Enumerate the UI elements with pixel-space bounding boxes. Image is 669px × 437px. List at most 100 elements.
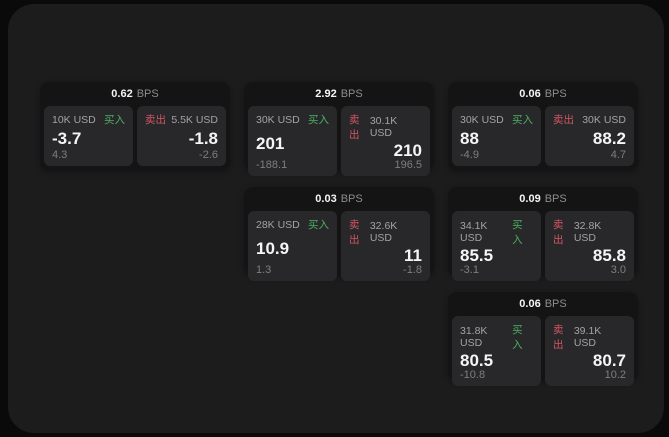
- buy-tile[interactable]: 30K USD 买入 201 -188.1: [248, 106, 337, 176]
- sell-side-label: 卖出: [145, 114, 166, 126]
- sell-side-label: 卖出: [553, 114, 574, 126]
- buy-price: 88: [460, 128, 479, 148]
- sell-notional: 32.8K USD: [573, 220, 602, 244]
- sell-price: 88.2: [592, 128, 626, 148]
- sell-notional: 30.1K USD: [369, 115, 398, 139]
- sell-price: 11: [404, 246, 422, 265]
- quote-tiles: 31.8K USD 买入 80.5 -10.8 卖出 39.1K USD 80.…: [448, 316, 638, 390]
- quote-cards-grid: 0.62 BPS 10K USD 买入 -3.7 4.3 卖出 5.5K USD: [40, 82, 638, 386]
- buy-tile-header: 34.1K USD 买入: [460, 217, 533, 247]
- buy-tile-header: 30K USD 买入: [256, 112, 329, 127]
- sell-tile-header: 卖出 32.6K USD: [349, 217, 422, 247]
- spread-header: 0.03 BPS: [244, 187, 434, 211]
- sell-tile-header: 卖出 5.5K USD: [145, 112, 218, 127]
- spread-unit: BPS: [544, 298, 567, 310]
- buy-notional: 10K USD: [52, 113, 96, 126]
- quote-card: 0.03 BPS 28K USD 买入 10.9 1.3 卖出 32.6K US…: [244, 187, 434, 281]
- sell-tile[interactable]: 卖出 32.6K USD 11 -1.8: [341, 211, 430, 281]
- spread-unit: BPS: [340, 193, 363, 205]
- quote-card: 0.62 BPS 10K USD 买入 -3.7 4.3 卖出 5.5K USD: [40, 82, 230, 170]
- buy-tile[interactable]: 28K USD 买入 10.9 1.3: [248, 211, 337, 281]
- buy-tile[interactable]: 34.1K USD 买入 85.5 -3.1: [452, 211, 541, 281]
- sell-tile[interactable]: 卖出 32.8K USD 85.8 3.0: [545, 211, 634, 281]
- sell-tile-header: 卖出 32.8K USD: [553, 217, 626, 247]
- buy-notional: 31.8K USD: [460, 325, 488, 349]
- sell-tile[interactable]: 卖出 5.5K USD -1.8 -2.6: [137, 106, 226, 166]
- spread-value: 0.06: [519, 298, 541, 310]
- quote-card: 0.09 BPS 34.1K USD 买入 85.5 -3.1 卖出 32.8K…: [448, 187, 638, 281]
- sell-delta: 3.0: [610, 264, 626, 276]
- spread-value: 0.03: [315, 193, 337, 205]
- sell-notional: 30K USD: [582, 113, 626, 126]
- buy-delta: 4.3: [52, 149, 68, 161]
- buy-tile[interactable]: 30K USD 买入 88 -4.9: [452, 106, 541, 166]
- quote-card: 0.06 BPS 30K USD 买入 88 -4.9 卖出 30K USD: [448, 82, 638, 170]
- spread-unit: BPS: [136, 88, 159, 100]
- buy-side-label: 买入: [308, 219, 329, 231]
- spread-header: 0.06 BPS: [448, 82, 638, 106]
- quotes-panel: 0.62 BPS 10K USD 买入 -3.7 4.3 卖出 5.5K USD: [8, 4, 664, 433]
- quote-card: 0.06 BPS 31.8K USD 买入 80.5 -10.8 卖出 39.1…: [448, 292, 638, 386]
- sell-side-label: 卖出: [553, 219, 564, 246]
- spread-value: 2.92: [315, 88, 337, 100]
- sell-side-label: 卖出: [349, 114, 360, 141]
- sell-delta: -1.8: [403, 264, 422, 276]
- buy-price: -3.7: [52, 128, 82, 148]
- buy-notional: 30K USD: [460, 113, 504, 126]
- buy-tile-header: 10K USD 买入: [52, 112, 125, 127]
- buy-side-label: 买入: [512, 219, 523, 246]
- sell-side-label: 卖出: [553, 324, 564, 351]
- spread-unit: BPS: [340, 88, 363, 100]
- buy-notional: 34.1K USD: [460, 220, 488, 244]
- spread-header: 2.92 BPS: [244, 82, 434, 106]
- quote-tiles: 34.1K USD 买入 85.5 -3.1 卖出 32.8K USD 85.8…: [448, 211, 638, 285]
- sell-notional: 32.6K USD: [369, 220, 398, 244]
- spread-header: 0.06 BPS: [448, 292, 638, 316]
- sell-notional: 5.5K USD: [171, 113, 218, 126]
- buy-delta: -3.1: [460, 264, 479, 276]
- sell-tile[interactable]: 卖出 30.1K USD 210 196.5: [341, 106, 430, 176]
- buy-price: 80.5: [460, 351, 494, 370]
- buy-tile[interactable]: 10K USD 买入 -3.7 4.3: [44, 106, 133, 166]
- spread-unit: BPS: [544, 193, 567, 205]
- sell-delta: 4.7: [610, 149, 626, 161]
- sell-delta: -2.6: [199, 149, 218, 161]
- sell-delta: 196.5: [394, 159, 422, 171]
- spread-value: 0.09: [519, 193, 541, 205]
- buy-notional: 30K USD: [256, 113, 300, 126]
- sell-tile[interactable]: 卖出 39.1K USD 80.7 10.2: [545, 316, 634, 386]
- buy-tile-header: 30K USD 买入: [460, 112, 533, 127]
- sell-tile[interactable]: 卖出 30K USD 88.2 4.7: [545, 106, 634, 166]
- buy-notional: 28K USD: [256, 218, 300, 231]
- buy-delta: -4.9: [460, 149, 479, 161]
- buy-tile-header: 28K USD 买入: [256, 217, 329, 232]
- quote-tiles: 30K USD 买入 201 -188.1 卖出 30.1K USD 210 1…: [244, 106, 434, 180]
- sell-delta: 10.2: [604, 369, 626, 381]
- quote-tiles: 10K USD 买入 -3.7 4.3 卖出 5.5K USD -1.8 -2.…: [40, 106, 230, 170]
- sell-tile-header: 卖出 39.1K USD: [553, 322, 626, 352]
- buy-tile[interactable]: 31.8K USD 买入 80.5 -10.8: [452, 316, 541, 386]
- spread-value: 0.62: [111, 88, 133, 100]
- spread-header: 0.09 BPS: [448, 187, 638, 211]
- buy-delta: -10.8: [460, 369, 486, 381]
- buy-delta: -188.1: [256, 159, 288, 171]
- quote-tiles: 30K USD 买入 88 -4.9 卖出 30K USD 88.2 4.7: [448, 106, 638, 170]
- quote-tiles: 28K USD 买入 10.9 1.3 卖出 32.6K USD 11 -1.8: [244, 211, 434, 285]
- sell-side-label: 卖出: [349, 219, 360, 246]
- sell-tile-header: 卖出 30K USD: [553, 112, 626, 127]
- buy-side-label: 买入: [104, 114, 125, 126]
- buy-delta: 1.3: [256, 264, 272, 276]
- spread-unit: BPS: [544, 88, 567, 100]
- sell-notional: 39.1K USD: [573, 325, 602, 349]
- quote-card: 2.92 BPS 30K USD 买入 201 -188.1 卖出 30.1K …: [244, 82, 434, 176]
- spread-value: 0.06: [519, 88, 541, 100]
- buy-price: 10.9: [256, 238, 290, 258]
- sell-price: 80.7: [592, 351, 626, 370]
- buy-side-label: 买入: [512, 324, 523, 351]
- buy-side-label: 买入: [308, 114, 329, 126]
- sell-price: -1.8: [188, 128, 218, 148]
- sell-tile-header: 卖出 30.1K USD: [349, 112, 422, 142]
- spread-header: 0.62 BPS: [40, 82, 230, 106]
- sell-price: 85.8: [592, 246, 626, 265]
- buy-side-label: 买入: [512, 114, 533, 126]
